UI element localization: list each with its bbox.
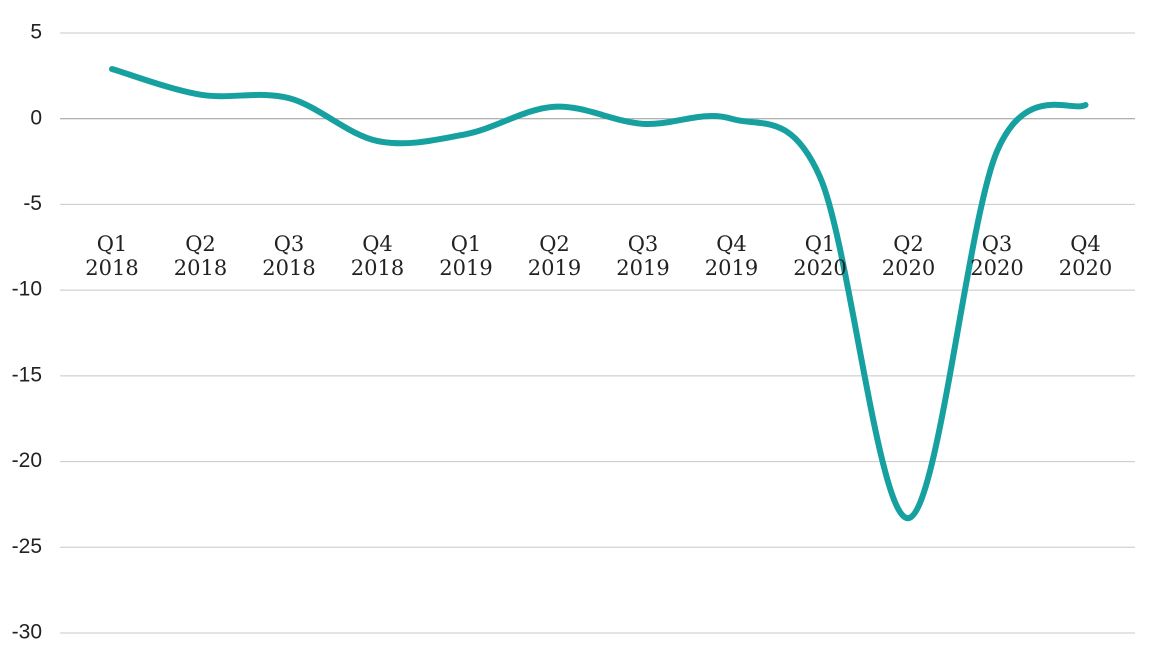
y-tick-label: -15 [12,363,42,386]
line [109,66,1089,522]
x-tick-label: Q3 2020 [970,232,1024,280]
y-tick-label: -30 [12,621,42,644]
y-tick-label: 0 [30,106,42,129]
x-tick-label: Q4 2020 [1058,232,1113,280]
x-tick-label: Q4 2019 [704,232,759,280]
x-tick-label: Q4 2018 [350,232,405,280]
x-tick-label: Q2 2018 [173,232,228,280]
y-tick-label: -25 [12,535,42,558]
y-tick-label: -10 [12,278,42,301]
y-tick-label: -20 [12,449,42,472]
x-tick-label: Q3 2019 [616,232,670,280]
x-tick-label: Q2 2020 [881,232,936,280]
x-tick-label: Q3 2018 [262,232,316,280]
x-tick-label: Q1 2019 [439,232,493,280]
y-tick-label: 5 [30,21,42,44]
x-tick-label: Q1 2020 [793,232,847,280]
x-tick-label: Q1 2018 [85,232,139,280]
x-tick-label: Q2 2019 [527,232,582,280]
y-tick-label: -5 [23,192,42,215]
